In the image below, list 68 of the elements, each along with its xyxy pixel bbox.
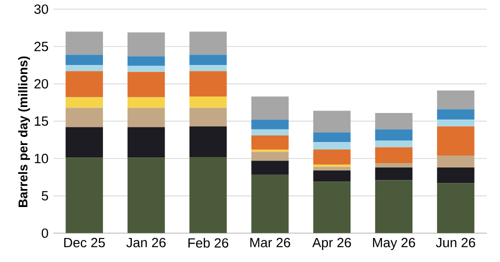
bar	[128, 107, 165, 127]
bar	[375, 140, 412, 148]
x-tick-label: May 26	[373, 238, 416, 250]
bar	[128, 56, 165, 66]
bar	[313, 166, 351, 170]
bar	[251, 174, 289, 233]
bar	[437, 167, 474, 183]
y-tick-label: 15	[34, 116, 48, 126]
bar	[128, 66, 165, 72]
bar	[189, 64, 227, 71]
bar	[251, 119, 289, 130]
x-tick-label: Apr 26	[312, 238, 351, 250]
bar	[437, 108, 474, 120]
y-tick-label: 10	[34, 154, 48, 163]
bar	[375, 147, 412, 163]
y-axis-title: Barrels per day (millions)	[18, 56, 30, 207]
bar	[437, 182, 474, 233]
bar	[313, 110, 351, 132]
bar	[313, 132, 351, 142]
bar	[375, 129, 412, 140]
y-tick-label: 0	[42, 228, 48, 238]
bar	[437, 90, 474, 109]
y-tick-label: 5	[42, 190, 48, 200]
bar	[189, 96, 227, 108]
bar	[251, 129, 289, 136]
bar	[437, 155, 474, 168]
bar	[251, 149, 289, 152]
bar	[66, 31, 103, 54]
bar	[251, 96, 289, 120]
bar	[66, 107, 103, 127]
x-tick-label: Jan 26	[126, 238, 166, 248]
y-tick-label: 20	[34, 78, 48, 88]
bar	[128, 126, 165, 158]
bar	[375, 180, 412, 233]
x-tick-label: Feb 26	[188, 238, 228, 248]
bar	[128, 158, 165, 233]
bar	[128, 97, 165, 108]
x-tick-label: Dec 25	[64, 238, 105, 248]
bar	[251, 135, 289, 150]
y-tick-label: 30	[34, 4, 48, 14]
y-tick-label: 25	[34, 42, 48, 51]
x-tick-label: Mar 26	[250, 238, 290, 248]
bar	[66, 97, 103, 108]
x-tick-label: Jun 26	[436, 238, 476, 248]
bar	[375, 162, 412, 168]
bar	[66, 158, 103, 233]
bar	[66, 54, 103, 65]
bar	[128, 72, 165, 98]
bar	[375, 167, 412, 180]
bar	[313, 149, 351, 164]
bar	[66, 70, 103, 98]
bar	[313, 170, 351, 182]
bar	[437, 126, 474, 156]
bar	[313, 142, 351, 150]
bar	[189, 156, 227, 233]
bar	[189, 107, 227, 126]
bar	[189, 70, 227, 96]
bar	[251, 152, 289, 160]
bar	[437, 119, 474, 126]
bar	[313, 181, 351, 233]
bar	[251, 160, 289, 175]
bar	[189, 126, 227, 157]
bar	[189, 54, 227, 65]
bar	[66, 126, 103, 158]
bar	[128, 32, 165, 56]
bar	[189, 31, 227, 54]
bar	[66, 64, 103, 71]
bar	[375, 112, 412, 130]
